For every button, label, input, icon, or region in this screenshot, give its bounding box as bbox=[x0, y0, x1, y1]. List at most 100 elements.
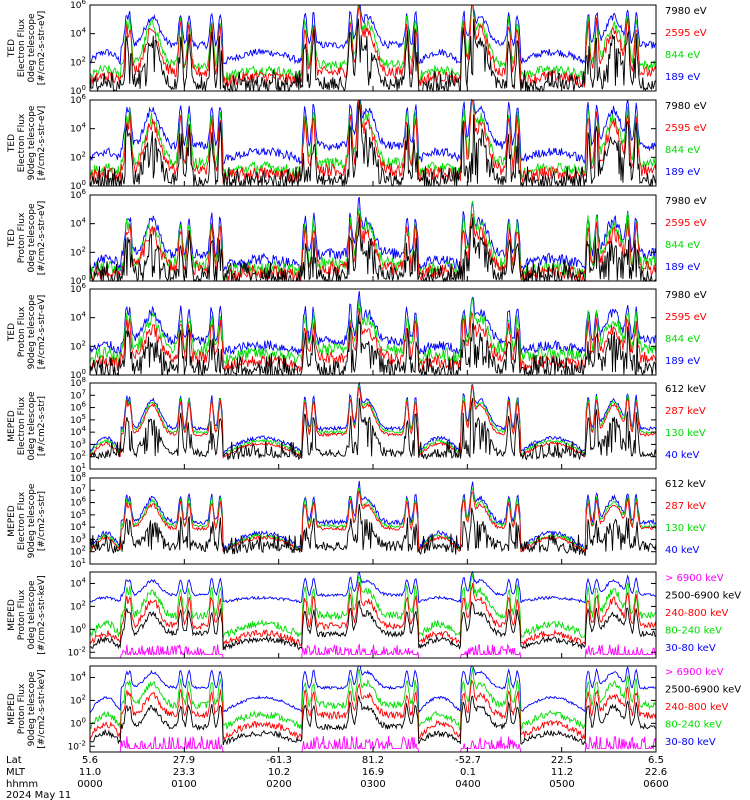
panel-2-ylabel-2: 90deg telescope bbox=[27, 105, 37, 180]
panel-8-series-1 bbox=[89, 665, 657, 714]
panel-5-legend-0: 612 keV bbox=[665, 384, 706, 395]
panel-2-ytick-label-0: 100 bbox=[70, 179, 86, 192]
panel-4-legend-1: 2595 eV bbox=[665, 312, 707, 323]
panel-1-ytick-label-0: 100 bbox=[70, 84, 86, 97]
panel-3-series-3 bbox=[89, 213, 657, 283]
footer-mlt-value-6: 22.6 bbox=[645, 767, 667, 778]
panel-3-ylabel-2: 0deg telescope bbox=[27, 203, 37, 273]
panel-2-ylabel-1: Electron Flux bbox=[17, 113, 27, 172]
footer-mlt-value-5: 11.2 bbox=[551, 767, 573, 778]
footer-mlt-value-2: 10.2 bbox=[268, 767, 290, 778]
panel-1: 100 102 104 106 TED Electron Flux 0deg telesco… bbox=[7, 0, 707, 97]
panel-3-ylabel-0: TED bbox=[7, 229, 17, 248]
footer-mlt-value-1: 23.3 bbox=[173, 767, 195, 778]
panel-2-series-1 bbox=[89, 99, 657, 166]
panel-7-ytick-label-0: 10-2 bbox=[68, 645, 86, 658]
panel-1-legend-2: 844 eV bbox=[665, 50, 700, 61]
panel-3-legend-2: 844 eV bbox=[665, 240, 700, 251]
panel-5-ytick-label-7: 108 bbox=[70, 376, 86, 389]
panel-7-ylabel-1: Proton Flux bbox=[17, 589, 27, 640]
panel-7: 10-2 100 102 104 MEPED Proton Flux 0deg telesc… bbox=[7, 570, 741, 659]
footer-label-mlt: MLT bbox=[6, 767, 26, 778]
panel-7-series-3 bbox=[89, 581, 657, 648]
panel-6-ytick-label-2: 103 bbox=[70, 532, 86, 545]
panel-6-ylabel-3: [#/cm2-s-str] bbox=[37, 491, 47, 551]
panel-8: 10-2 100 102 104 MEPED Proton Flux 90deg teles… bbox=[7, 665, 741, 753]
panel-3-series-2 bbox=[89, 200, 657, 282]
panel-1-legend-3: 189 eV bbox=[665, 72, 700, 83]
panel-6-legend-3: 40 keV bbox=[665, 545, 699, 556]
footer-label-lat: Lat bbox=[6, 755, 22, 766]
panel-1-legend-0: 7980 eV bbox=[665, 6, 707, 17]
panel-1-series-1 bbox=[89, 4, 657, 66]
panel-4-series-1 bbox=[89, 291, 657, 356]
panel-3-ytick-label-1: 102 bbox=[70, 245, 86, 258]
panel-5-legend-1: 287 keV bbox=[665, 406, 706, 417]
panel-8-ytick-label-0: 10-2 bbox=[68, 739, 86, 752]
panel-1-ylabel-0: TED bbox=[7, 39, 17, 58]
footer-hhmm-value-0: 0000 bbox=[77, 779, 102, 790]
panel-7-legend-0: > 6900 keV bbox=[665, 573, 724, 584]
panel-7-legend-2: 240-800 keV bbox=[665, 608, 729, 619]
panel-1-series-3 bbox=[89, 4, 657, 89]
panel-4-legend-0: 7980 eV bbox=[665, 290, 707, 301]
panel-8-legend-4: 30-80 keV bbox=[665, 737, 716, 748]
panel-6-ytick-label-7: 108 bbox=[70, 471, 86, 484]
panel-3-ytick-label-3: 106 bbox=[70, 188, 86, 201]
panel-6-ylabel-2: 90deg telescope bbox=[27, 483, 37, 558]
panel-7-ytick-label-3: 104 bbox=[70, 576, 86, 589]
panel-5-series-2 bbox=[89, 384, 657, 457]
panel-4-ylabel-1: Proton Flux bbox=[17, 306, 27, 357]
panel-4-ytick-label-1: 102 bbox=[70, 339, 86, 352]
panel-3-series-4 bbox=[89, 216, 657, 283]
panel-4-series-2 bbox=[89, 297, 657, 367]
panel-8-ylabel-0: MEPED bbox=[7, 693, 17, 725]
panel-7-ylabel-3: [#/cm2-s-str-keV] bbox=[37, 575, 47, 654]
panel-8-series-2 bbox=[89, 667, 657, 731]
panel-4-ylabel-0: TED bbox=[7, 323, 17, 342]
panel-4-legend-2: 844 eV bbox=[665, 334, 700, 345]
panel-2-ytick-label-1: 102 bbox=[70, 150, 86, 163]
panel-2-ytick-label-2: 104 bbox=[70, 122, 86, 135]
panel-5-ylabel-0: MEPED bbox=[7, 410, 17, 442]
panel-7-ytick-label-2: 102 bbox=[70, 599, 86, 612]
panel-5-legend-2: 130 keV bbox=[665, 428, 706, 439]
panel-6-legend-1: 287 keV bbox=[665, 501, 706, 512]
panel-6-series-4 bbox=[89, 504, 657, 557]
panel-5-ytick-label-3: 104 bbox=[70, 425, 86, 438]
panel-8-ylabel-3: [#/cm2-s-str-keV] bbox=[37, 669, 47, 748]
panel-8-ylabel-1: Proton Flux bbox=[17, 683, 27, 734]
panel-7-ytick-label-1: 100 bbox=[70, 622, 86, 635]
footer-lat-value-3: 81.2 bbox=[362, 755, 384, 766]
panel-7-ylabel-2: 0deg telescope bbox=[27, 580, 37, 650]
panel-2-series-4 bbox=[89, 100, 657, 188]
footer-lat-value-5: 22.5 bbox=[551, 755, 573, 766]
panel-1-ytick-label-1: 102 bbox=[70, 55, 86, 68]
panel-8-ytick-label-2: 102 bbox=[70, 693, 86, 706]
panel-3: 100 102 104 106 TED Proton Flux 0deg telescope… bbox=[7, 188, 707, 287]
panel-2: 100 102 104 106 TED Electron Flux 90deg telesc… bbox=[7, 93, 707, 192]
panel-7-legend-4: 30-80 keV bbox=[665, 643, 716, 654]
footer-label-hhmm: hhmm bbox=[6, 779, 38, 790]
footer-hhmm-value-2: 0200 bbox=[266, 779, 291, 790]
panel-2-legend-0: 7980 eV bbox=[665, 101, 707, 112]
panel-1-legend-1: 2595 eV bbox=[665, 28, 707, 39]
panel-3-ytick-label-2: 104 bbox=[70, 217, 86, 230]
panel-5-ytick-label-2: 103 bbox=[70, 437, 86, 450]
panel-1-ylabel-3: [#/cm2-s-str-eV] bbox=[37, 11, 47, 86]
panel-8-legend-3: 80-240 keV bbox=[665, 720, 722, 731]
panel-3-legend-0: 7980 eV bbox=[665, 196, 707, 207]
footer-lat-value-4: -52.7 bbox=[455, 755, 481, 766]
panel-1-ylabel-1: Electron Flux bbox=[17, 18, 27, 77]
panel-5-ytick-label-5: 106 bbox=[70, 401, 86, 414]
panel-5-ylabel-2: 0deg telescope bbox=[27, 391, 37, 461]
panel-2-ylabel-0: TED bbox=[7, 134, 17, 153]
panel-8-ytick-label-1: 100 bbox=[70, 716, 86, 729]
panel-7-series-1 bbox=[89, 570, 657, 604]
panel-4-ylabel-2: 90deg telescope bbox=[27, 294, 37, 369]
footer-lat-value-0: 5.6 bbox=[82, 755, 98, 766]
panel-6-ytick-label-1: 102 bbox=[70, 545, 86, 558]
panel-8-ylabel-2: 90deg telescope bbox=[27, 671, 37, 746]
